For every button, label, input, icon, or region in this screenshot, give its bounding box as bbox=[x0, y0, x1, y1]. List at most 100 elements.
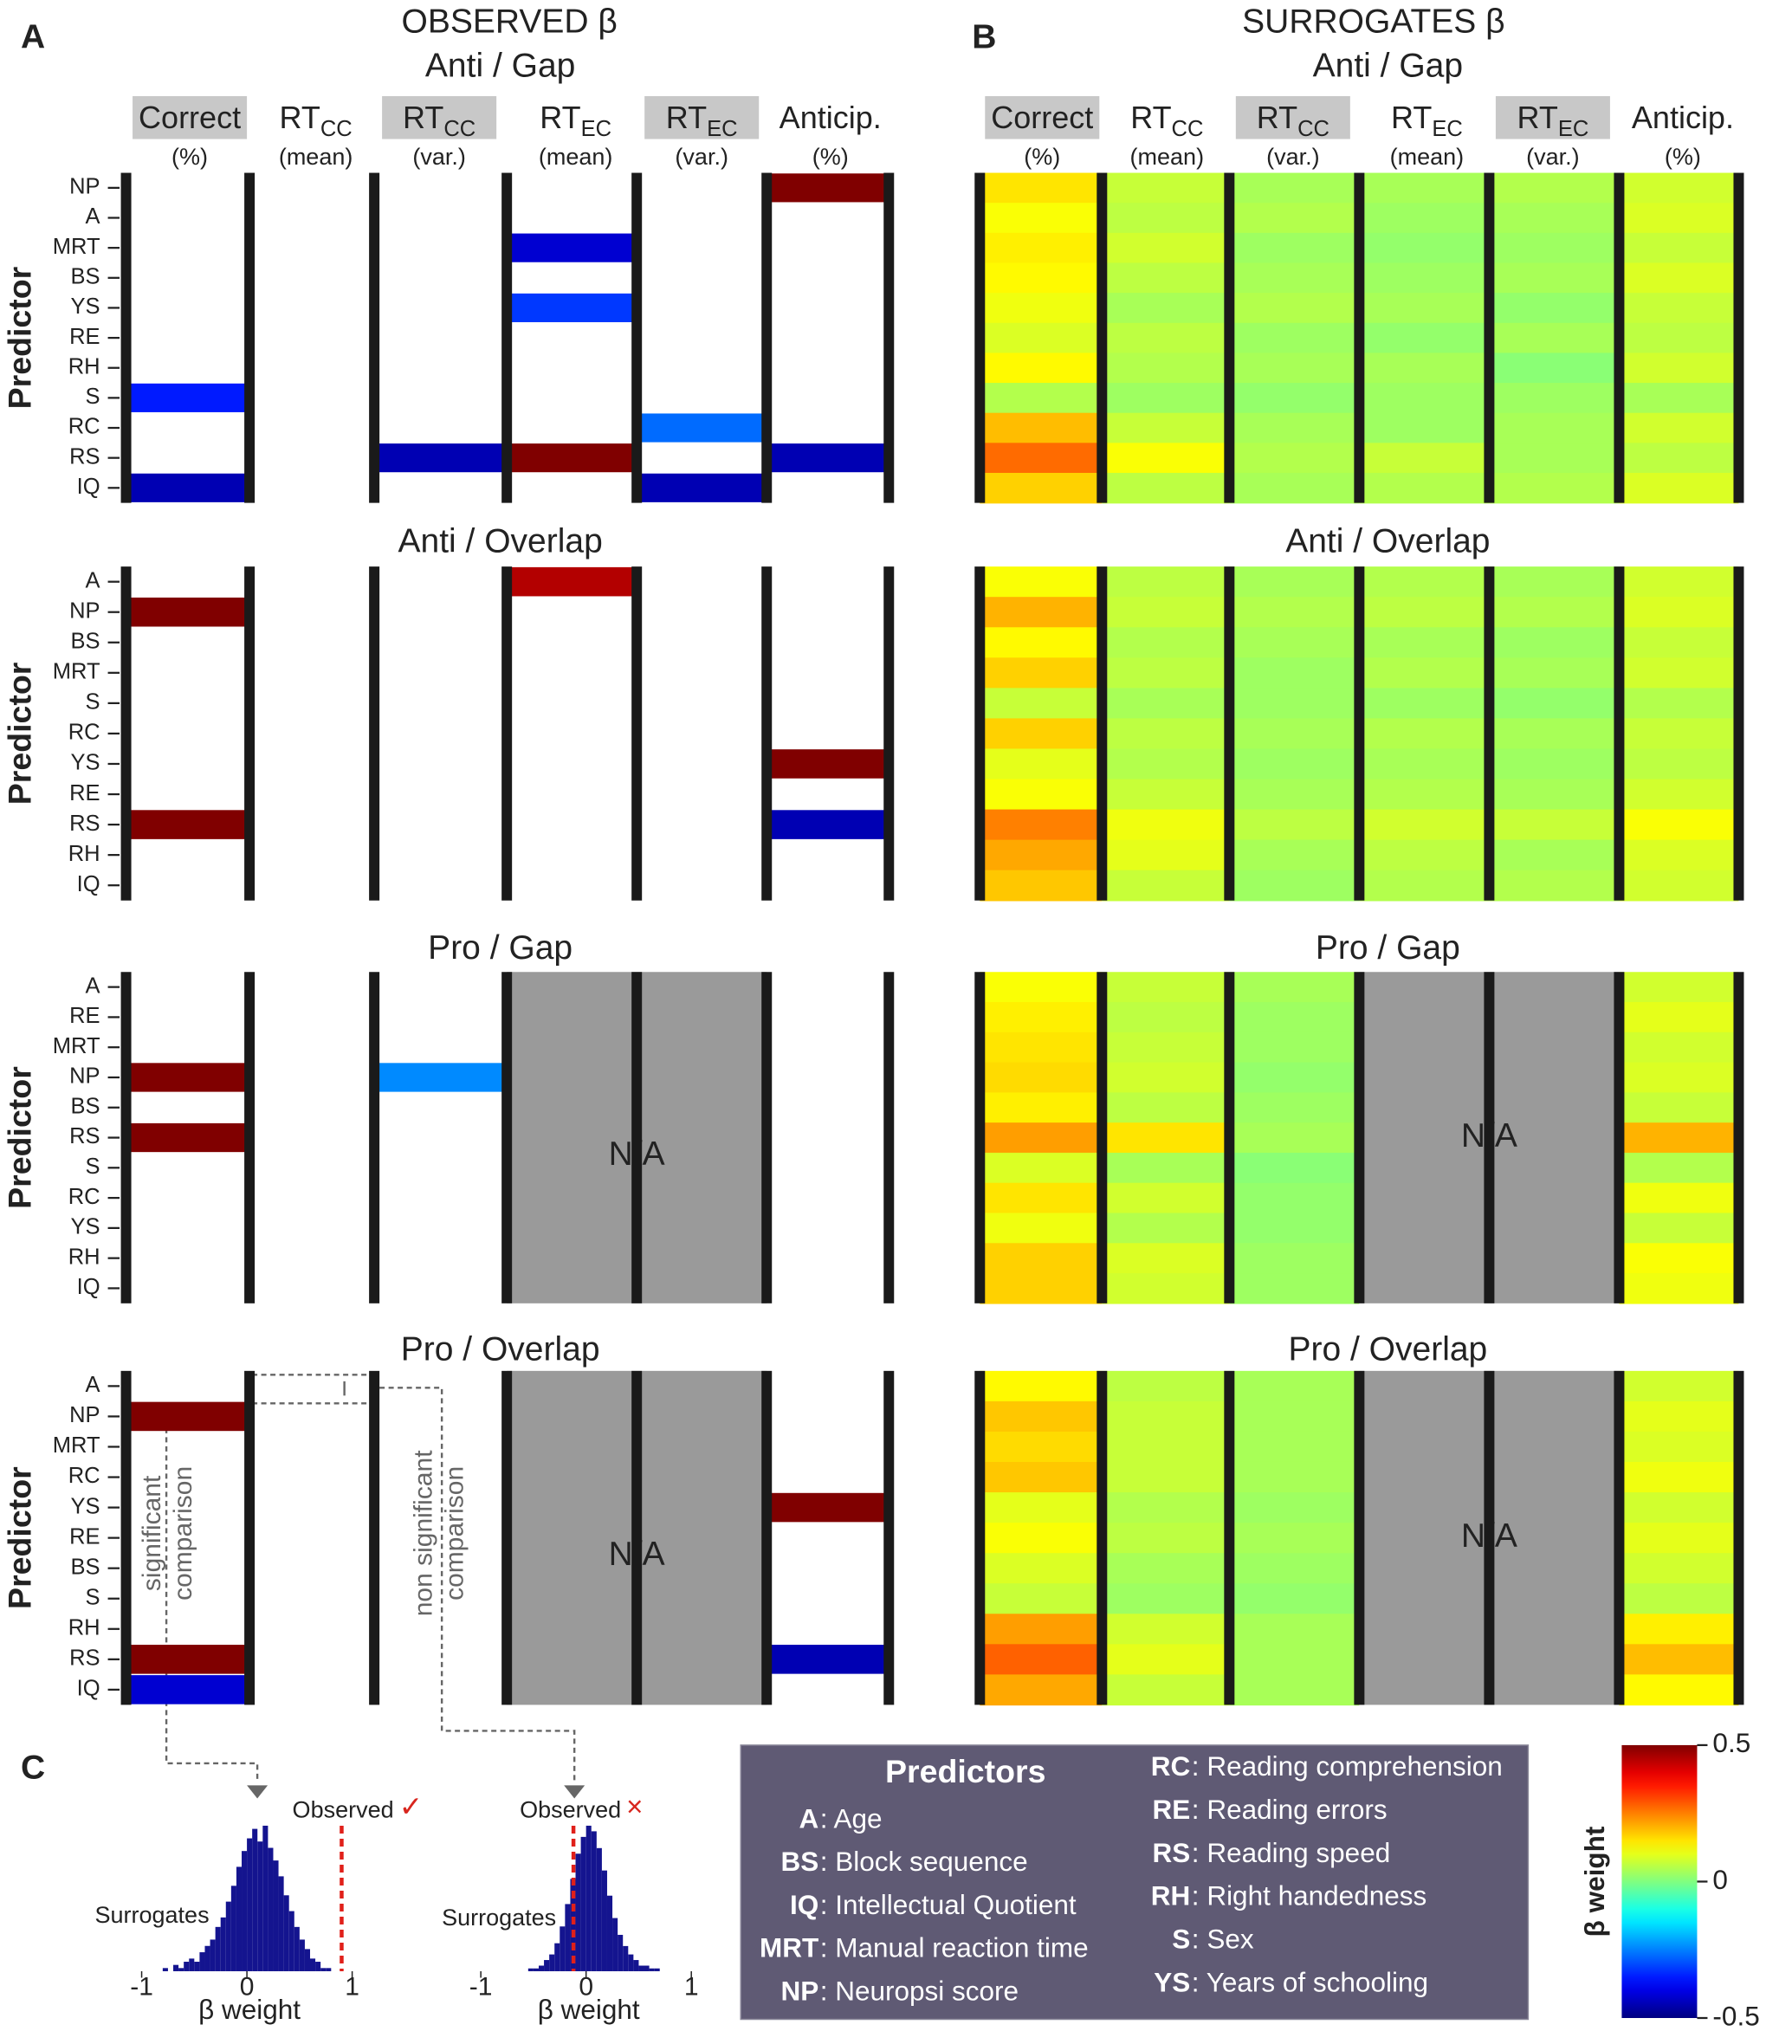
separator bbox=[883, 172, 895, 503]
surrogate-cell bbox=[1359, 172, 1490, 204]
legend-abbr: BS bbox=[780, 1846, 818, 1877]
predictor-label: RE bbox=[69, 781, 100, 805]
surrogate-cell bbox=[1619, 1213, 1739, 1245]
surrogate-cell bbox=[980, 1400, 1103, 1433]
separator bbox=[1224, 972, 1235, 1303]
predictor-label: IQ bbox=[77, 475, 100, 499]
surrogate-cell bbox=[1229, 443, 1360, 474]
surrogate-cell bbox=[1102, 870, 1230, 902]
predictor-label: RE bbox=[69, 325, 100, 349]
observed-cell bbox=[507, 566, 637, 597]
histogram-bar bbox=[268, 1847, 274, 1971]
column-header: RTEC bbox=[1391, 100, 1463, 141]
surrogate-cell bbox=[1489, 203, 1620, 234]
legend-desc: : Block sequence bbox=[820, 1846, 1028, 1877]
x-tick-label: -1 bbox=[469, 1972, 493, 2001]
observed-cell bbox=[767, 749, 890, 779]
surrogate-cell bbox=[980, 1674, 1103, 1706]
separator bbox=[1733, 972, 1744, 1303]
surrogate-cell bbox=[980, 1092, 1103, 1123]
separator bbox=[1484, 172, 1495, 503]
predictor-label: RC bbox=[68, 721, 100, 745]
surrogate-cell bbox=[1229, 1400, 1360, 1433]
separator bbox=[1484, 972, 1495, 1303]
surrogate-cell bbox=[1102, 1062, 1230, 1094]
histogram-bar bbox=[596, 1847, 602, 1971]
column-subscript: CC bbox=[1297, 117, 1329, 141]
surrogate-cell bbox=[1229, 472, 1360, 504]
separator bbox=[244, 172, 256, 503]
separator bbox=[974, 566, 986, 901]
column-header: Anticip. bbox=[780, 100, 882, 135]
surrogate-cell bbox=[1489, 472, 1620, 504]
column-note: (var.) bbox=[675, 144, 728, 170]
surrogate-cell bbox=[980, 1492, 1103, 1523]
histogram-bar bbox=[554, 1943, 560, 1971]
column-header: RTEC bbox=[666, 100, 738, 141]
legend-abbr: YS bbox=[1154, 1966, 1190, 1997]
surrogate-cell bbox=[980, 1431, 1103, 1463]
separator bbox=[631, 566, 643, 901]
verdict: × bbox=[626, 1790, 643, 1822]
surrogate-cell bbox=[1229, 1273, 1360, 1304]
observed-cell bbox=[767, 443, 890, 473]
surrogate-cell bbox=[1102, 839, 1230, 871]
legend-desc: : Reading speed bbox=[1192, 1837, 1390, 1868]
separator bbox=[1354, 1370, 1365, 1705]
annotation: significant bbox=[138, 1475, 166, 1591]
column-header: RTEC bbox=[540, 100, 611, 141]
histogram-bar bbox=[173, 1964, 179, 1971]
surrogate-cell bbox=[1229, 1431, 1360, 1463]
surrogate-cell bbox=[1102, 472, 1230, 504]
predictor-label: A bbox=[86, 568, 100, 592]
surrogate-cell bbox=[1229, 597, 1360, 628]
surrogate-cell bbox=[1489, 322, 1620, 354]
surrogate-cell bbox=[1619, 203, 1739, 234]
histogram-bar bbox=[178, 1968, 184, 1971]
predictor-label: RS bbox=[69, 812, 100, 836]
predictor-label: YS bbox=[71, 1215, 100, 1239]
separator bbox=[1484, 1370, 1495, 1705]
predictor-label: BS bbox=[71, 1555, 100, 1579]
surrogate-cell bbox=[1619, 472, 1739, 504]
surrogate-cell bbox=[1489, 172, 1620, 204]
separator bbox=[1733, 1370, 1744, 1705]
surrogate-cell bbox=[1102, 293, 1230, 324]
annotation: comparison bbox=[169, 1466, 197, 1601]
histogram-bar bbox=[601, 1870, 607, 1971]
surrogate-cell bbox=[1619, 1644, 1739, 1676]
surrogate-cell bbox=[1489, 870, 1620, 902]
separator bbox=[1097, 566, 1108, 901]
block-title: Anti / Overlap bbox=[1285, 522, 1490, 560]
column-header: Anticip. bbox=[1632, 100, 1734, 135]
surrogate-cell bbox=[980, 322, 1103, 354]
block-title: Pro / Overlap bbox=[401, 1331, 600, 1368]
surrogate-cell bbox=[980, 443, 1103, 474]
separator bbox=[369, 172, 380, 503]
predictor-label: A bbox=[86, 204, 100, 229]
surrogate-cell bbox=[1619, 566, 1739, 598]
y-axis-label: Predictor bbox=[1, 266, 37, 409]
histogram-bar bbox=[310, 1958, 316, 1971]
column-header: RTCC bbox=[280, 100, 353, 141]
surrogate-cell bbox=[980, 1273, 1103, 1304]
separator bbox=[244, 566, 256, 901]
separator bbox=[501, 172, 513, 503]
surrogate-cell bbox=[980, 839, 1103, 871]
predictor-label: RE bbox=[69, 1004, 100, 1028]
histogram-bar bbox=[618, 1934, 624, 1971]
y-axis-label: Predictor bbox=[1, 1466, 37, 1609]
surrogate-cell bbox=[1229, 1182, 1360, 1214]
histogram-bar bbox=[326, 1968, 332, 1971]
surrogate-cell bbox=[1619, 1523, 1739, 1554]
verdict: ✓ bbox=[399, 1790, 424, 1822]
surrogate-cell bbox=[1359, 203, 1490, 234]
histogram-bar bbox=[549, 1954, 555, 1971]
panel-title: OBSERVED β bbox=[402, 3, 618, 40]
column-header: Correct bbox=[991, 100, 1093, 135]
legend-abbr: S bbox=[1172, 1924, 1190, 1955]
observed-cell bbox=[767, 1645, 890, 1674]
surrogate-cell bbox=[1229, 1002, 1360, 1033]
legend-desc: : Right handedness bbox=[1192, 1880, 1426, 1911]
